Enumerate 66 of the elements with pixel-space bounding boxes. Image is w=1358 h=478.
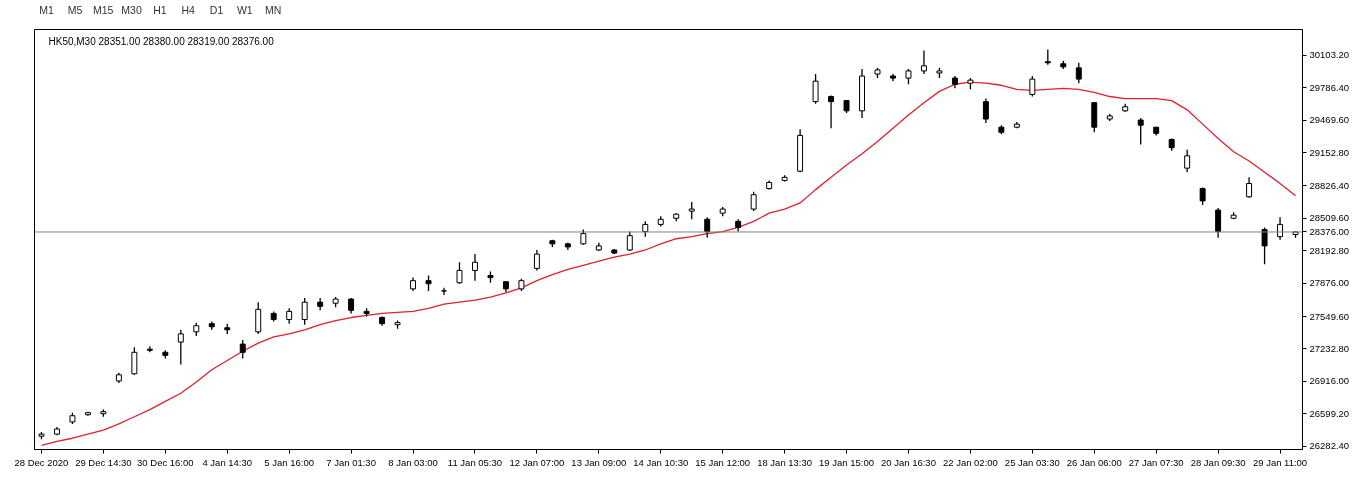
x-tick-label: 5 Jan 16:00 [264,456,315,468]
candlestick [828,94,835,129]
y-tick-label: 27549.60 [1309,310,1350,322]
y-tick-label: 29469.60 [1309,114,1350,126]
x-tick-label: 18 Jan 13:30 [757,456,813,468]
candlestick [177,329,184,366]
text: HK50,M30 28351.00 28380.00 28319.00 28376.00 [48,35,275,47]
x-tick-label: 11 Jan 05:30 [447,456,503,468]
x-tick-label: 4 Jan 14:30 [202,456,253,468]
x-tick-label: 22 Jan 02:00 [942,456,998,468]
candlestick [1184,149,1191,173]
candlestick [533,249,540,272]
y-tick-label: 28826.40 [1309,179,1350,191]
x-tick-label: 12 Jan 07:00 [509,456,565,468]
x-tick-label: 25 Jan 03:30 [1004,456,1060,468]
y-tick-label: 29152.80 [1309,146,1350,158]
x-tick-label: 13 Jan 09:00 [571,456,627,468]
y-tick-label: 26916.00 [1309,375,1350,387]
candlestick [750,191,757,212]
y-tick-label: 27876.00 [1309,277,1350,289]
ref-line-label: 28376.00 [1309,225,1350,237]
y-tick-label: 29786.40 [1309,81,1350,93]
candlestick [1261,226,1268,265]
text: M5 [67,3,83,16]
text: W1 [236,3,253,16]
y-tick-label: 28509.60 [1309,212,1350,224]
text: M15 [93,3,114,16]
candlestick [1246,176,1253,199]
x-tick-label: 29 Dec 14:30 [75,456,132,468]
x-tick-label: 30 Dec 16:00 [137,456,194,468]
x-tick-label: 28 Dec 2020 [14,456,69,468]
x-tick-label: 8 Jan 03:00 [388,456,438,468]
candlestick [920,49,927,75]
y-tick-label: 26282.40 [1309,440,1350,452]
candlestick [1137,117,1144,146]
candlestick [471,253,478,282]
x-tick-label: 27 Jan 07:30 [1128,456,1184,468]
text: MN [264,3,282,16]
candlestick [239,339,246,360]
x-tick-label: 28 Jan 09:30 [1190,456,1246,468]
x-tick-label: 7 Jan 01:30 [326,456,376,468]
candlestick [1029,75,1036,98]
x-tick-label: 14 Jan 10:30 [633,456,689,468]
text: M30 [121,3,142,16]
x-tick-label: 26 Jan 06:00 [1066,456,1122,468]
x-tick-label: 15 Jan 12:00 [695,456,751,468]
candlestick [255,301,262,335]
y-tick-label: 27232.80 [1309,342,1350,354]
x-tick-label: 29 Jan 11:00 [1252,456,1308,468]
text: D1 [209,3,224,16]
candlestick [301,297,308,326]
candlestick [982,97,989,124]
text: M1 [39,3,55,16]
candlestick [1215,207,1222,239]
candlestick [812,73,819,105]
x-tick-label: 19 Jan 15:00 [819,456,875,468]
candlestick [704,216,711,239]
y-tick-label: 26599.20 [1309,407,1350,419]
text: H1 [153,3,167,16]
candlestick [456,261,463,285]
candlestick [131,346,138,376]
text: H4 [181,3,196,16]
x-tick-label: 20 Jan 16:30 [881,456,936,468]
candlestick [1075,62,1082,84]
y-tick-label: 28192.80 [1309,244,1350,256]
y-tick-label: 30103.20 [1309,49,1350,61]
